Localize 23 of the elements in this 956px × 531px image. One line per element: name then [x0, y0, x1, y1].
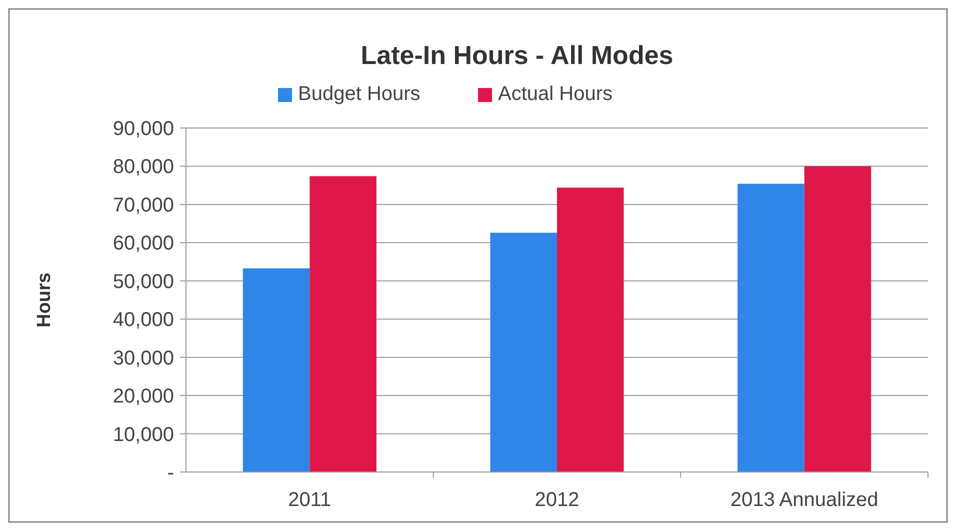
bar: [738, 184, 804, 472]
legend-label: Budget Hours: [298, 83, 420, 105]
y-tick-label: 60,000: [112, 232, 174, 255]
x-tick-label: 2013 Annualized: [730, 489, 878, 511]
y-tick-label: 30,000: [112, 347, 174, 370]
y-tick-label: 80,000: [112, 156, 174, 178]
y-tick-label: 70,000: [112, 194, 174, 216]
y-tick-label: 90,000: [112, 118, 174, 140]
y-tick-label: 40,000: [112, 309, 174, 332]
x-tick-label: 2012: [534, 489, 580, 511]
legend-label: Actual Hours: [498, 83, 612, 105]
chart-title: Late-In Hours - All Modes: [360, 40, 674, 70]
y-tick-label: 20,000: [112, 386, 174, 408]
x-tick-label: 2011: [288, 489, 332, 511]
y-tick-label: 10,000: [112, 424, 174, 446]
y-tick-label: -: [167, 462, 174, 484]
bar: [804, 166, 872, 472]
y-tick-label: 50,000: [112, 270, 174, 293]
bar: [557, 188, 624, 472]
bar: [490, 232, 557, 472]
bar: [310, 176, 376, 472]
y-axis-title: Hours: [34, 272, 55, 328]
bar: [242, 268, 310, 472]
